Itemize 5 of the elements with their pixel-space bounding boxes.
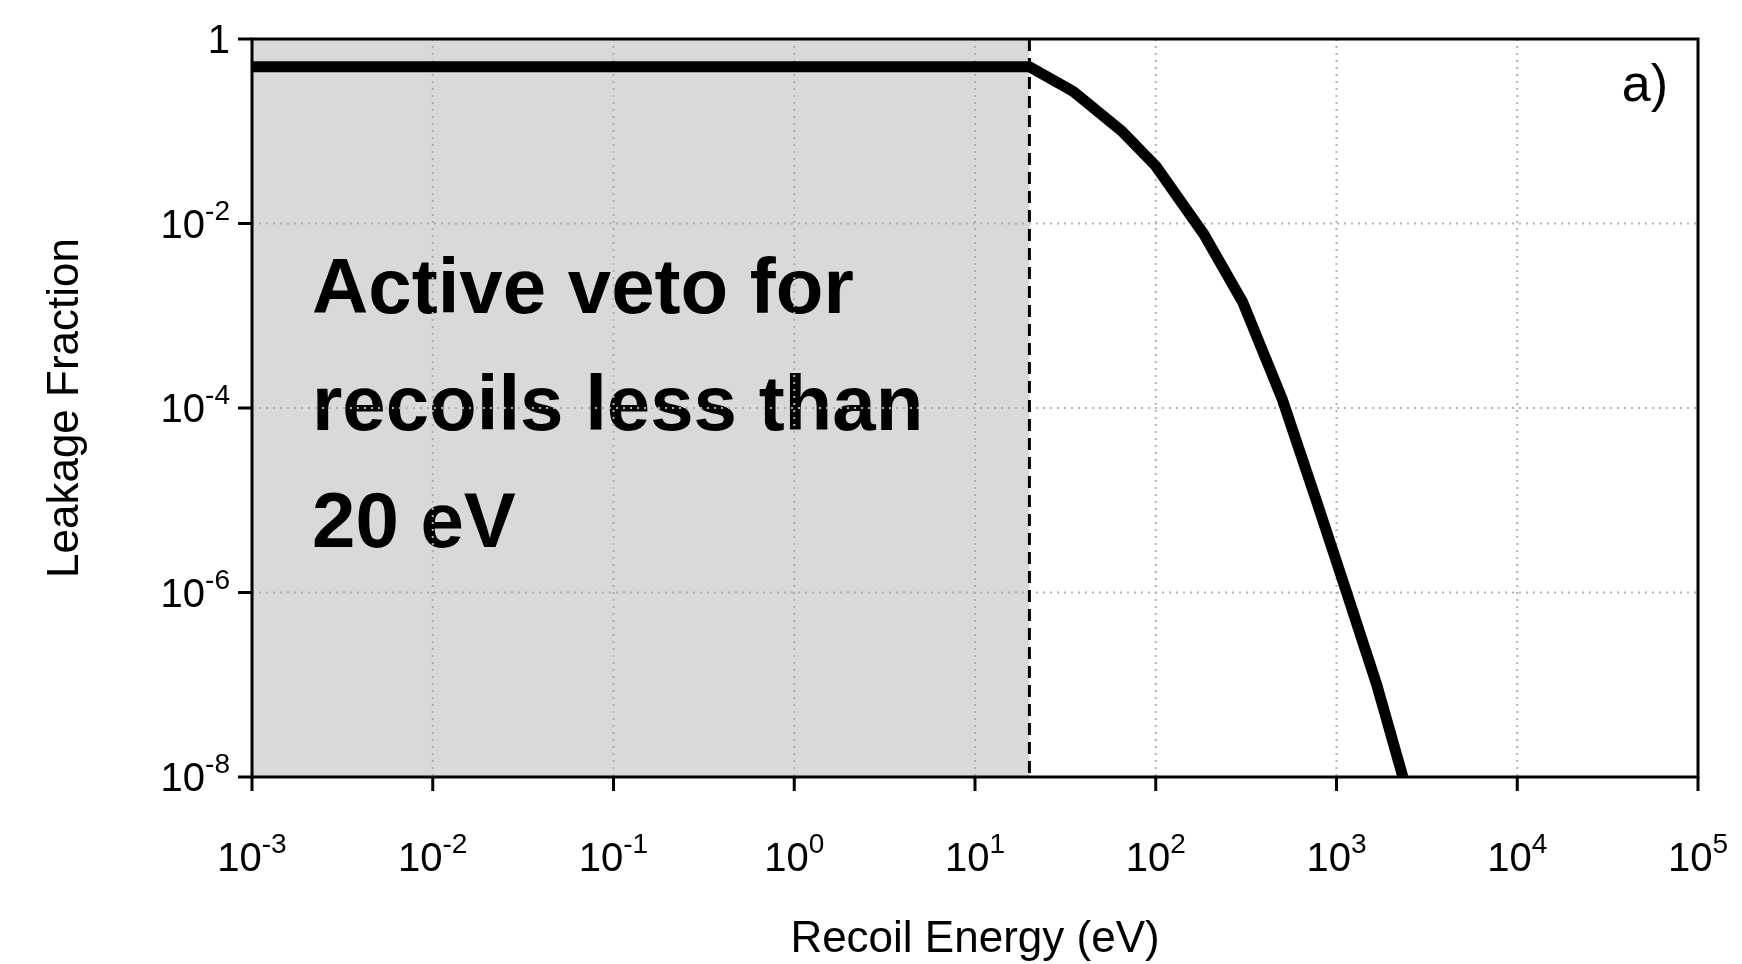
y-tick-label: 1 — [207, 17, 230, 61]
band-label: Active veto for recoils less than 20 eV — [312, 242, 924, 564]
y-axis-title: Leakage Fraction — [38, 238, 87, 578]
annotation: a) — [1621, 54, 1668, 112]
x-axis-title: Recoil Energy (eV) — [790, 912, 1160, 961]
